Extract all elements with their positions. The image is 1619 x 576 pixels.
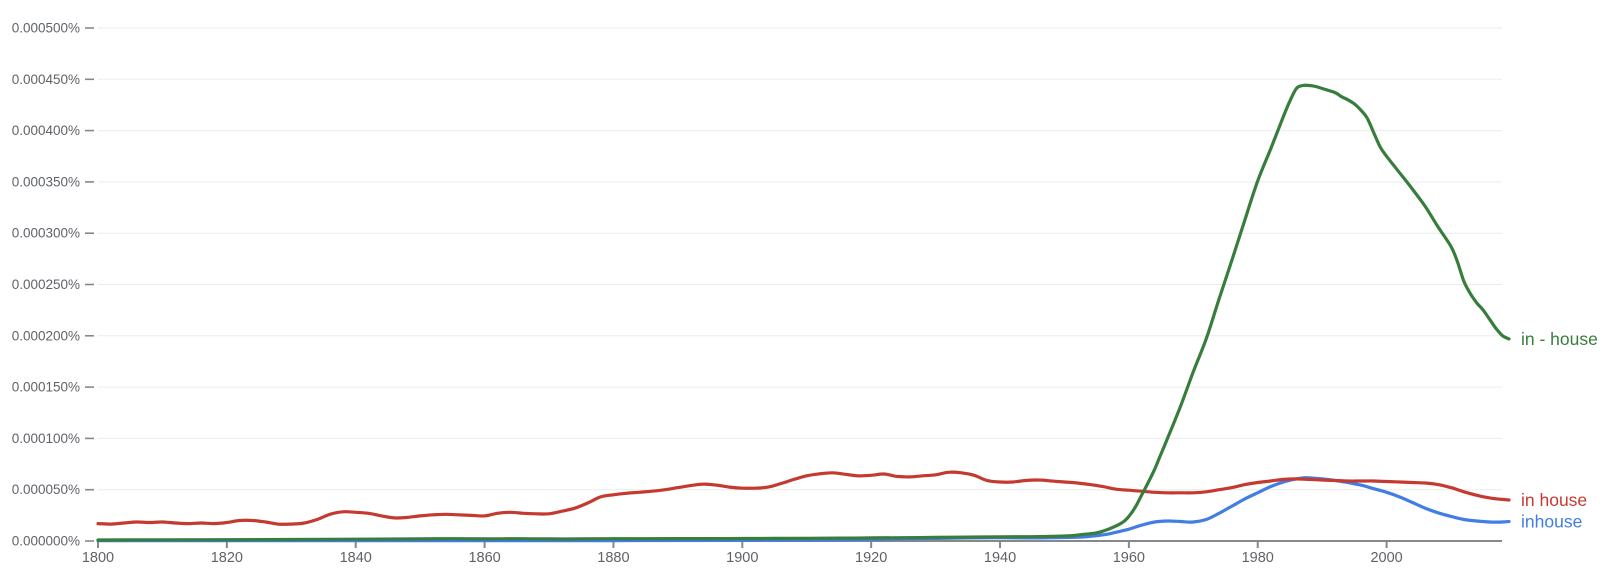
series-line-inhouse[interactable] — [96, 476, 1511, 543]
y-tick-label: 0.000250% — [12, 277, 80, 292]
legend-label-in-house[interactable]: in - house — [1521, 329, 1598, 349]
y-axis-labels: 0.000500% 0.000450% 0.000400% 0.000350% 0.00… — [12, 21, 94, 549]
x-tick-label: 1800 — [82, 550, 114, 566]
y-tick-label: 0.000100% — [12, 431, 80, 446]
y-tick-label: 0.000200% — [12, 328, 80, 343]
x-axis-labels: 1800 1820 1840 1860 1880 1900 1920 1940 1960 1980… — [82, 541, 1403, 566]
y-tick-label: 0.000000% — [12, 534, 80, 549]
y-tick-label: 0.000400% — [12, 123, 80, 138]
series-lines — [96, 83, 1511, 543]
y-tick-label: 0.000150% — [12, 380, 80, 395]
x-tick-label: 1960 — [1113, 550, 1145, 566]
legend-label-in-house[interactable]: in house — [1521, 490, 1587, 510]
y-tick-label: 0.000450% — [12, 72, 80, 87]
x-tick-label: 1880 — [597, 550, 629, 566]
x-tick-label: 1840 — [340, 550, 372, 566]
x-tick-label: 2000 — [1370, 550, 1402, 566]
gridlines — [98, 27, 1502, 542]
y-tick-label: 0.000500% — [12, 21, 80, 36]
series-line-in-house[interactable] — [96, 83, 1511, 542]
x-tick-label: 1980 — [1242, 550, 1274, 566]
x-tick-label: 1860 — [468, 550, 500, 566]
x-tick-label: 1820 — [211, 550, 243, 566]
x-tick-label: 1920 — [855, 550, 887, 566]
x-tick-label: 1940 — [984, 550, 1016, 566]
series-line-in-house[interactable] — [96, 470, 1511, 526]
y-tick-label: 0.000350% — [12, 174, 80, 189]
x-tick-label: 1900 — [726, 550, 758, 566]
y-tick-label: 0.000300% — [12, 226, 80, 241]
y-tick-label: 0.000050% — [12, 482, 80, 497]
legend-label-inhouse[interactable]: inhouse — [1521, 512, 1582, 532]
